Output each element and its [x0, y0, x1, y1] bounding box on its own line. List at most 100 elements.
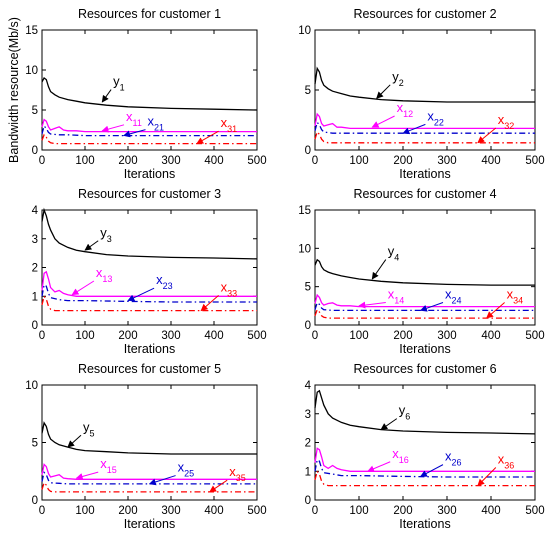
- x-tick-label: 0: [39, 330, 45, 342]
- x-tick-label: 400: [481, 330, 500, 342]
- chart-panel-2: Resources for customer 20 100 200 300 400 500…: [298, 7, 544, 181]
- x-tick-label: 300: [437, 155, 456, 167]
- series-line-x23: [41, 283, 257, 303]
- annotation-arrow: [209, 479, 228, 493]
- y-tick-label: 15: [298, 205, 311, 217]
- annotation-arrow: [200, 294, 219, 312]
- chart-title: Resources for customer 6: [353, 362, 496, 376]
- series-label: x24: [445, 286, 462, 305]
- series-line-x12: [314, 112, 535, 130]
- series-line-x21: [41, 124, 257, 137]
- series-label: x23: [156, 272, 173, 291]
- annotation-arrow: [380, 418, 398, 430]
- series-line-y1: [41, 77, 258, 111]
- y-tick-label: 10: [298, 25, 311, 37]
- x-tick-label: 200: [118, 505, 137, 517]
- series-label: y1: [113, 74, 125, 93]
- series-label: x31: [221, 115, 238, 134]
- plot-area: [41, 209, 258, 326]
- series-label: x13: [96, 265, 113, 284]
- x-tick-label: 500: [247, 330, 266, 342]
- annotation-arrow: [402, 123, 426, 135]
- annotation-arrow: [101, 124, 125, 133]
- chart-title: Resources for customer 4: [353, 187, 496, 201]
- series-label: x26: [445, 449, 462, 468]
- y-tick-label: 2: [32, 263, 38, 275]
- annotation-arrow: [419, 464, 444, 477]
- x-tick-label: 0: [39, 505, 45, 517]
- x-tick-label: 100: [349, 505, 368, 517]
- x-tick-label: 100: [349, 155, 368, 167]
- y-tick-label: 1: [32, 291, 38, 303]
- x-tick-label: 300: [161, 330, 180, 342]
- y-tick-label: 0: [305, 495, 311, 507]
- x-tick-label: 200: [118, 330, 137, 342]
- x-axis-label: Iterations: [399, 517, 450, 531]
- x-tick-label: 300: [161, 155, 180, 167]
- series-line-x13: [41, 270, 257, 297]
- annotation-arrow: [75, 471, 99, 480]
- y-tick-label: 3: [305, 409, 311, 421]
- series-label: y2: [392, 69, 404, 88]
- series-label: x35: [229, 464, 246, 483]
- chart-title: Resources for customer 2: [353, 7, 496, 21]
- x-axis-label: Iterations: [124, 342, 175, 356]
- series-line-x34: [314, 308, 535, 319]
- x-axis-label: Iterations: [399, 342, 450, 356]
- x-tick-label: 100: [75, 505, 94, 517]
- x-tick-label: 0: [312, 155, 318, 167]
- plot-area: [41, 29, 258, 151]
- y-tick-label: 0: [32, 320, 38, 332]
- chart-panel-1: Resources for customer 10 100 200 300 400 500…: [7, 7, 267, 181]
- y-tick-label: 5: [32, 105, 38, 117]
- series-label: y6: [399, 403, 411, 422]
- series-label: x16: [392, 446, 409, 465]
- x-tick-label: 100: [75, 330, 94, 342]
- series-line-x26: [314, 458, 535, 478]
- chart-panel-5: Resources for customer 50 100 200 300 400 500…: [25, 362, 266, 531]
- annotation-arrow: [148, 475, 176, 486]
- y-tick-label: 3: [32, 234, 38, 246]
- annotation-arrow: [477, 467, 497, 487]
- x-tick-label: 200: [393, 155, 412, 167]
- x-tick-label: 400: [481, 155, 500, 167]
- series-line-x24: [314, 301, 535, 312]
- series-line-y6: [314, 389, 536, 435]
- series-label: y4: [388, 244, 400, 263]
- x-tick-label: 0: [312, 330, 318, 342]
- series-label: x14: [388, 286, 405, 305]
- x-tick-label: 400: [204, 330, 223, 342]
- series-line-x22: [314, 121, 535, 134]
- x-tick-label: 0: [39, 155, 45, 167]
- x-tick-label: 400: [204, 505, 223, 517]
- plot-area: [314, 29, 536, 151]
- annotation-arrow: [358, 301, 386, 309]
- series-label: x22: [427, 108, 444, 127]
- annotation-arrow: [371, 259, 387, 280]
- x-axis-label: Iterations: [124, 167, 175, 181]
- y-tick-label: 4: [32, 205, 39, 217]
- series-line-x25: [41, 471, 257, 485]
- y-tick-label: 5: [305, 85, 311, 97]
- series-line-x11: [41, 118, 257, 133]
- series-line-x31: [41, 133, 257, 145]
- annotation-arrow: [376, 84, 391, 99]
- annotation-arrow: [477, 127, 497, 144]
- y-tick-label: 5: [32, 438, 38, 450]
- y-tick-label: 5: [305, 282, 311, 294]
- annotation-arrow: [84, 240, 99, 251]
- annotation-arrow: [101, 89, 112, 103]
- y-tick-label: 0: [32, 145, 38, 157]
- chart-panel-4: Resources for customer 40 100 200 300 400 500…: [298, 187, 544, 356]
- y-tick-label: 10: [25, 380, 38, 392]
- series-label: x21: [148, 114, 165, 133]
- plot-area: [41, 384, 258, 501]
- series-label: x32: [498, 112, 515, 131]
- x-tick-label: 300: [161, 505, 180, 517]
- x-tick-label: 500: [525, 330, 544, 342]
- y-tick-label: 0: [32, 495, 38, 507]
- series-line-x35: [41, 481, 257, 493]
- plot-area: [314, 209, 536, 326]
- series-label: x36: [498, 452, 515, 471]
